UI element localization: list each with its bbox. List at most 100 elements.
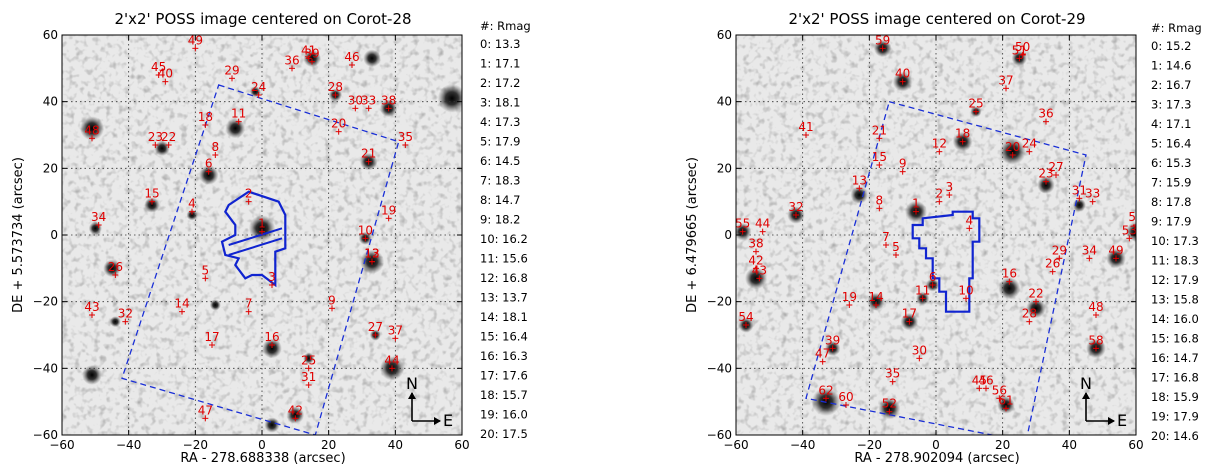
magnitude-entry: 0: 15.2 [1151, 39, 1191, 53]
star-blob [264, 417, 280, 433]
star-51: 51 [1012, 43, 1027, 62]
star-38: 38 [381, 93, 396, 112]
sky-image: 1234567891011121314151617181920212223242… [33, 28, 470, 452]
star-label: 43 [752, 263, 767, 277]
compass: NE [406, 374, 453, 430]
star-label: 33 [361, 93, 376, 107]
star-label: 30 [348, 93, 363, 107]
star-20: 20 [331, 117, 346, 135]
star-label: 20 [331, 117, 346, 131]
magnitude-entry: 8: 17.8 [1151, 195, 1191, 209]
x-tick-label: 60 [1128, 438, 1143, 452]
star-label: 42 [748, 253, 763, 267]
y-tick-label: −60 [707, 428, 732, 442]
star-label: 18 [198, 110, 213, 124]
star-label: 7 [882, 230, 890, 244]
star-57: 57 [1128, 210, 1136, 228]
star-label: 37 [998, 73, 1013, 87]
star-label: 3 [946, 180, 954, 194]
star-22: 22 [1028, 287, 1044, 305]
star-label: 21 [361, 147, 376, 161]
star-44: 44 [384, 353, 400, 372]
star-label: 15 [144, 187, 159, 201]
star-42: 42 [748, 253, 764, 272]
star-10: 10 [958, 283, 974, 302]
y-tick-label: 60 [43, 28, 58, 42]
star-17: 17 [902, 307, 917, 325]
magnitude-entry: 5: 16.4 [1151, 137, 1191, 151]
star-blob [262, 338, 282, 359]
y-tick-label: −20 [33, 295, 58, 309]
star-blob [998, 277, 1021, 300]
magnitude-entry: 9: 18.2 [480, 213, 520, 227]
star-62: 62 [818, 383, 834, 402]
y-tick-label: 40 [43, 95, 58, 109]
chart-title: 2'x2' POSS image centered on Corot-28 [114, 10, 411, 28]
magnitude-entry: 1: 17.1 [480, 57, 520, 71]
x-tick-label: −20 [857, 438, 882, 452]
star-13: 13 [852, 173, 867, 192]
star-label: 48 [84, 123, 99, 137]
magnitude-entry: 20: 14.6 [1151, 429, 1199, 443]
magnitude-entry: 0: 13.3 [480, 37, 520, 51]
star-label: 32 [788, 200, 803, 214]
star-27: 27 [1048, 160, 1064, 178]
magnitude-entry: 9: 17.9 [1151, 215, 1191, 229]
star-7: 7 [882, 230, 890, 248]
star-label: 32 [118, 307, 133, 321]
star-47: 47 [198, 403, 213, 422]
star-49: 49 [188, 35, 203, 52]
star-45: 45 [151, 60, 166, 78]
star-26: 26 [1045, 257, 1060, 275]
star-15: 15 [144, 187, 160, 205]
star-24: 24 [1022, 137, 1037, 155]
star-blob [997, 396, 1015, 414]
y-axis-label: DE + 5.573734 (arcsec) [11, 157, 26, 313]
y-axis-label: DE + 6.479665 (arcsec) [685, 157, 700, 313]
star-32: 32 [788, 200, 804, 218]
star-17: 17 [204, 330, 220, 348]
star-label: 28 [1022, 307, 1037, 321]
star-label: 27 [368, 320, 383, 334]
star-label: 40 [158, 67, 173, 81]
star-label: 10 [958, 283, 973, 297]
star-55: 55 [735, 217, 750, 235]
star-label: 9 [899, 157, 907, 171]
star-blob [1026, 298, 1046, 319]
star-41: 41 [798, 120, 814, 138]
magnitude-entry: 15: 16.4 [480, 330, 528, 344]
magnitude-entry: 10: 16.2 [480, 232, 528, 246]
panel-corot-28: 2'x2' POSS image centered on Corot-28 RA… [11, 10, 531, 466]
star-label: 20 [1005, 140, 1020, 154]
star-19: 19 [381, 203, 396, 222]
star-label: 30 [912, 343, 927, 357]
y-tick-label: 40 [717, 95, 732, 109]
star-label: 49 [1108, 243, 1123, 257]
star-label: 53 [1122, 223, 1137, 237]
x-tick-label: 40 [1062, 438, 1077, 452]
star-46: 46 [344, 50, 360, 68]
star-label: 22 [1028, 287, 1043, 301]
star-32: 32 [118, 307, 133, 325]
magnitude-entry: 1: 14.6 [1151, 59, 1191, 73]
x-tick-label: −60 [49, 438, 74, 452]
star-34: 34 [1082, 243, 1097, 262]
star-label: 25 [301, 353, 316, 367]
star-label: 55 [735, 217, 750, 231]
star-25: 25 [968, 97, 984, 115]
magnitude-list: 0: 13.3 1: 17.1 2: 17.2 3: 18.1 4: 17.3 5: 17… [480, 37, 528, 441]
star-23: 23 [148, 130, 163, 148]
magnitude-entry: 11: 18.3 [1151, 254, 1199, 268]
star-9: 9 [328, 293, 336, 312]
magnitude-entry: 19: 17.9 [1151, 410, 1199, 424]
star-5: 5 [892, 240, 900, 258]
star-4: 4 [188, 197, 196, 215]
star-label: 36 [1038, 107, 1053, 121]
star-label: 62 [818, 383, 833, 397]
magnitude-entry: 12: 17.9 [1151, 273, 1199, 287]
star-45: 45 [972, 373, 987, 392]
star-47: 47 [815, 347, 830, 365]
magnitude-entry: 5: 17.9 [480, 135, 520, 149]
star-49: 49 [1108, 243, 1124, 262]
magnitude-entry: 16: 16.3 [480, 349, 528, 363]
